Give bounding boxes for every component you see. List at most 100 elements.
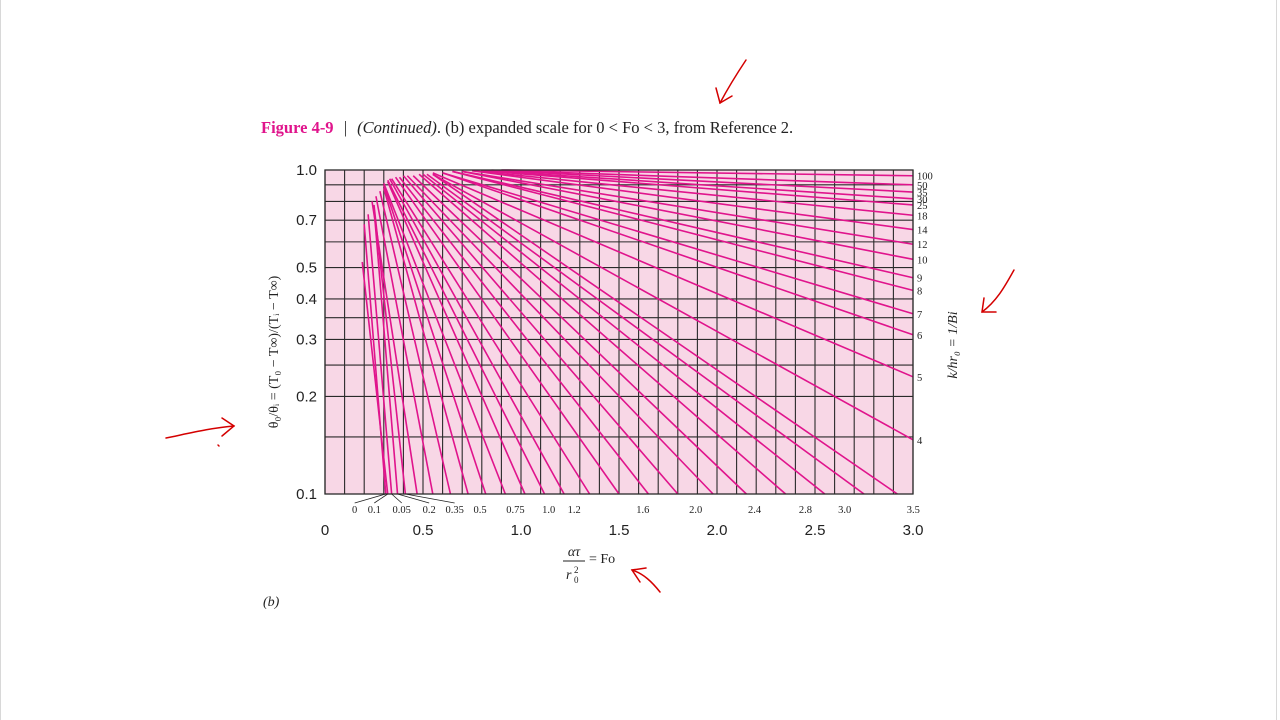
bottom-curve-label: 2.8: [799, 505, 812, 516]
caption-separator: |: [343, 118, 347, 137]
x-tick-label: 0: [321, 522, 329, 539]
right-border: [1276, 0, 1277, 720]
right-curve-label: 14: [917, 226, 928, 237]
curve-line: [452, 170, 914, 292]
curve-line: [426, 173, 865, 495]
right-curve-label: 6: [917, 331, 922, 342]
annotation-arrow-x-axis: [630, 567, 661, 593]
curve-line: [432, 173, 914, 441]
figure-caption: Figure 4-9 | (Continued). (b) expanded s…: [261, 118, 794, 137]
curve-line: [383, 187, 469, 495]
curve-leader-line: [397, 493, 430, 504]
x-label-denominator-sub: 0: [574, 575, 579, 585]
annotation-arrows: [165, 59, 1015, 593]
curve-line: [491, 169, 914, 186]
right-curve-label: 8: [917, 286, 922, 297]
plot-frame: [324, 169, 914, 495]
right-curve-label: 9: [917, 274, 922, 285]
curve-line: [398, 176, 650, 495]
x-tick-label: 2.5: [805, 522, 826, 539]
curve-line: [491, 169, 914, 193]
figure-part-label: (b): [263, 595, 280, 610]
right-axis-label: k/hr₀ = 1/Bi: [946, 311, 961, 378]
curve-line: [388, 178, 565, 495]
curve-leader-line: [391, 493, 402, 504]
x-label-suffix: = Fo: [589, 552, 615, 567]
x-tick-label: 3.0: [903, 522, 924, 539]
left-border: [0, 0, 1, 720]
bottom-curve-label: 2.0: [689, 505, 702, 516]
curve-line: [379, 191, 452, 495]
bottom-curve-label: 3.5: [907, 505, 920, 516]
y-axis-label: θ₀/θᵢ = (T₀ − T∞)/(Tᵢ − T∞): [267, 275, 282, 428]
bottom-curve-label: 0: [352, 505, 357, 516]
bottom-curve-label: 2.4: [748, 505, 762, 516]
right-curve-label: 10: [917, 255, 928, 266]
bottom-curve-label: 0.35: [445, 505, 463, 516]
curve-line: [452, 170, 914, 279]
curve-leader-line: [374, 493, 388, 504]
bottom-curve-label: 0.1: [368, 505, 381, 516]
right-curve-label: 5: [917, 373, 922, 384]
curve-line: [371, 201, 418, 495]
curve-line: [432, 172, 914, 378]
curve-line: [412, 175, 747, 495]
y-tick-label: 0.3: [296, 331, 317, 348]
curve-line: [418, 173, 787, 495]
curve-line: [383, 182, 507, 495]
curve-line: [406, 175, 714, 495]
curve-line: [375, 196, 434, 495]
right-curve-label: 12: [917, 240, 928, 251]
x-tick-label: 1.5: [609, 522, 630, 539]
right-curve-label: 100: [917, 172, 933, 183]
curve-line: [394, 176, 620, 495]
curve-line: [481, 169, 914, 200]
y-tick-label: 0.4: [296, 291, 317, 308]
curve-line: [361, 261, 389, 495]
y-tick-label: 0.7: [296, 212, 317, 229]
caption-text: expanded scale for 0 < Fo < 3, from Refe…: [468, 118, 794, 137]
bottom-curve-label: 3.0: [838, 505, 851, 516]
curve-line: [471, 169, 914, 231]
x-axis-label: ατ r 2 0 = Fo: [563, 545, 615, 585]
curve-line: [383, 184, 487, 495]
curve-leader-line: [354, 493, 386, 504]
bottom-curve-label: 0.05: [393, 505, 411, 516]
curve-line: [442, 172, 914, 336]
curve-line: [390, 178, 591, 495]
curve-line: [442, 172, 914, 315]
curve-line: [367, 214, 393, 495]
curve-line: [432, 173, 898, 495]
curve-line: [462, 170, 914, 261]
caption-part-marker: (b): [445, 118, 465, 137]
right-curve-label: 4: [917, 436, 923, 447]
curve-line: [462, 170, 914, 246]
x-label-denominator-sup: 2: [574, 565, 579, 575]
bottom-curve-label: 1.0: [542, 505, 555, 516]
right-curve-label: 35: [917, 188, 928, 199]
y-tick-label: 1.0: [296, 162, 317, 179]
x-tick-label: 2.0: [707, 522, 728, 539]
right-curve-label: 30: [917, 195, 928, 206]
x-label-denominator: r: [566, 568, 572, 583]
curve-line: [471, 169, 914, 217]
right-curve-label: 7: [917, 310, 922, 321]
curve-line: [386, 181, 526, 495]
y-tick-label: 0.2: [296, 388, 317, 405]
annotation-arrow-caption: [715, 59, 747, 105]
right-curve-label: 25: [917, 201, 928, 212]
bottom-curve-label: 0.75: [506, 505, 524, 516]
curve-line: [501, 169, 914, 177]
right-curve-label: 18: [917, 211, 928, 222]
bottom-curve-labels: 0 0.1 0.05 0.2 0.35 0.5 0.75 1.0 1.2 1.6 2.0 2.4 2.8…: [352, 493, 920, 516]
annotation-arrow-y-axis: [165, 417, 236, 447]
curve-line: [402, 175, 679, 495]
bottom-curve-label: 0.5: [474, 505, 487, 516]
curve-line: [373, 208, 399, 495]
figure-number: Figure 4-9: [261, 118, 334, 137]
bottom-curve-label: 1.6: [636, 505, 649, 516]
curve-line: [422, 173, 826, 495]
annotation-arrow-right-axis: [981, 269, 1015, 313]
